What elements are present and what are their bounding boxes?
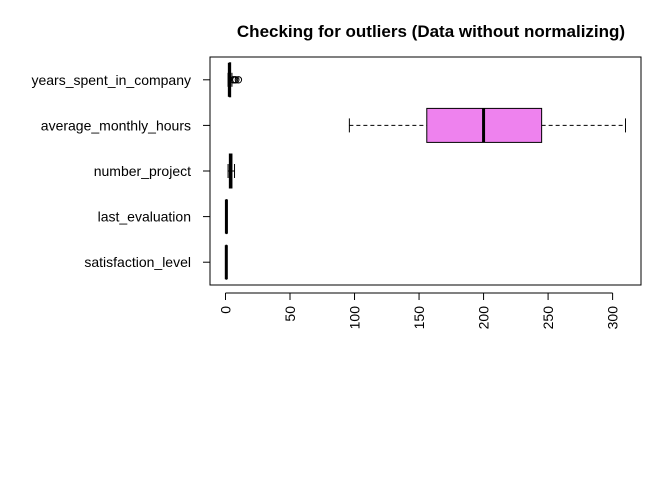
x-tick-label-4: 200: [476, 306, 492, 330]
box-group: [224, 62, 627, 280]
x-tick-label-6: 300: [605, 306, 621, 330]
plot-frame: [209, 56, 642, 286]
x-axis: 0 50 100 150 200 250 300: [217, 292, 621, 330]
y-axis-labels: satisfaction_level last_evaluation number_…: [31, 72, 210, 270]
x-tick-label-2: 100: [347, 306, 363, 330]
x-tick-label-0: 0: [217, 306, 233, 314]
chart-title: Checking for outliers (Data without norm…: [237, 22, 625, 41]
x-tick-label-3: 150: [411, 306, 427, 330]
outlier-years-spent-in-company-2: [232, 76, 240, 84]
x-tick-label-5: 250: [540, 306, 556, 330]
y-label-last-evaluation: last_evaluation: [98, 209, 191, 225]
y-label-average-monthly-hours: average_monthly_hours: [41, 117, 191, 133]
outlier-years-spent-in-company-3: [234, 76, 243, 84]
y-label-satisfaction-level: satisfaction_level: [84, 254, 191, 270]
y-label-number-project: number_project: [94, 163, 191, 179]
x-tick-label-1: 50: [282, 306, 298, 322]
y-label-years-spent-in-company: years_spent_in_company: [31, 72, 191, 88]
